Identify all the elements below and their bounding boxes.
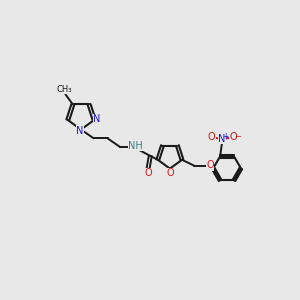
Text: O: O: [144, 168, 152, 178]
Text: N: N: [76, 126, 84, 136]
Text: CH₃: CH₃: [56, 85, 72, 94]
Text: O: O: [206, 160, 214, 170]
Text: O: O: [229, 132, 237, 142]
Text: N: N: [93, 114, 100, 124]
Text: NH: NH: [128, 141, 143, 151]
Text: −: −: [234, 133, 241, 142]
Text: O: O: [166, 168, 174, 178]
Text: O: O: [208, 132, 216, 142]
Text: +: +: [222, 132, 228, 141]
Text: N: N: [218, 134, 226, 144]
